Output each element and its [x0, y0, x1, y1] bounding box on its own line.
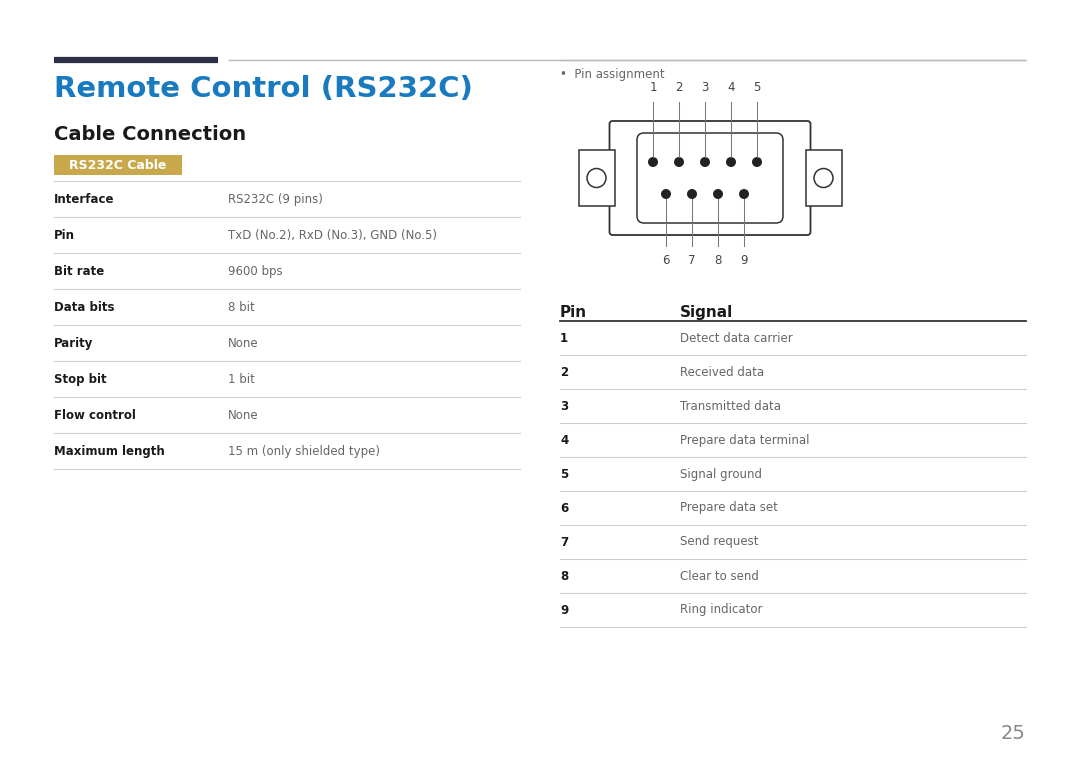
Text: Transmitted data: Transmitted data: [680, 400, 781, 413]
Text: Send request: Send request: [680, 536, 758, 549]
Circle shape: [687, 189, 697, 199]
Text: Received data: Received data: [680, 365, 765, 378]
Text: Ring indicator: Ring indicator: [680, 604, 762, 617]
Text: 5: 5: [754, 81, 760, 94]
Text: 2: 2: [561, 365, 568, 378]
FancyBboxPatch shape: [637, 133, 783, 223]
Text: TxD (No.2), RxD (No.3), GND (No.5): TxD (No.2), RxD (No.3), GND (No.5): [228, 228, 437, 242]
Circle shape: [700, 157, 710, 167]
Text: 8: 8: [714, 254, 721, 267]
Text: 3: 3: [701, 81, 708, 94]
Text: Signal ground: Signal ground: [680, 468, 762, 481]
FancyBboxPatch shape: [579, 150, 615, 206]
Text: 7: 7: [688, 254, 696, 267]
Text: Pin: Pin: [54, 228, 75, 242]
Text: 4: 4: [561, 433, 568, 446]
Text: 1: 1: [561, 331, 568, 345]
Text: 5: 5: [561, 468, 568, 481]
Text: Parity: Parity: [54, 336, 93, 349]
Text: Prepare data set: Prepare data set: [680, 501, 778, 514]
Text: Detect data carrier: Detect data carrier: [680, 331, 793, 345]
Circle shape: [661, 189, 671, 199]
Text: Stop bit: Stop bit: [54, 372, 107, 385]
Text: 25: 25: [1001, 724, 1026, 743]
Text: 1: 1: [649, 81, 657, 94]
Text: •  Pin assignment: • Pin assignment: [561, 68, 664, 81]
Text: Maximum length: Maximum length: [54, 445, 165, 458]
Text: 3: 3: [561, 400, 568, 413]
Text: 8: 8: [561, 569, 568, 582]
Text: 1 bit: 1 bit: [228, 372, 255, 385]
Text: Bit rate: Bit rate: [54, 265, 105, 278]
FancyBboxPatch shape: [806, 150, 841, 206]
FancyBboxPatch shape: [54, 155, 183, 175]
Text: Clear to send: Clear to send: [680, 569, 759, 582]
Text: 7: 7: [561, 536, 568, 549]
Text: Cable Connection: Cable Connection: [54, 125, 246, 144]
Text: RS232C Cable: RS232C Cable: [69, 159, 166, 172]
Text: RS232C (9 pins): RS232C (9 pins): [228, 192, 323, 205]
Circle shape: [674, 157, 684, 167]
Circle shape: [648, 157, 658, 167]
Text: None: None: [228, 336, 258, 349]
Text: Prepare data terminal: Prepare data terminal: [680, 433, 810, 446]
Text: Remote Control (RS232C): Remote Control (RS232C): [54, 75, 473, 103]
Text: 15 m (only shielded type): 15 m (only shielded type): [228, 445, 380, 458]
Text: Flow control: Flow control: [54, 408, 136, 421]
Circle shape: [752, 157, 762, 167]
Text: Pin: Pin: [561, 305, 588, 320]
Text: 2: 2: [675, 81, 683, 94]
Text: 9: 9: [561, 604, 568, 617]
FancyBboxPatch shape: [609, 121, 810, 235]
Circle shape: [713, 189, 723, 199]
Text: 9600 bps: 9600 bps: [228, 265, 283, 278]
Text: None: None: [228, 408, 258, 421]
Text: 8 bit: 8 bit: [228, 301, 255, 314]
Text: Interface: Interface: [54, 192, 114, 205]
Circle shape: [739, 189, 750, 199]
Text: Signal: Signal: [680, 305, 733, 320]
Text: Data bits: Data bits: [54, 301, 114, 314]
Text: 6: 6: [561, 501, 568, 514]
Text: 6: 6: [662, 254, 670, 267]
Text: 4: 4: [727, 81, 734, 94]
Text: 9: 9: [740, 254, 747, 267]
Circle shape: [726, 157, 735, 167]
